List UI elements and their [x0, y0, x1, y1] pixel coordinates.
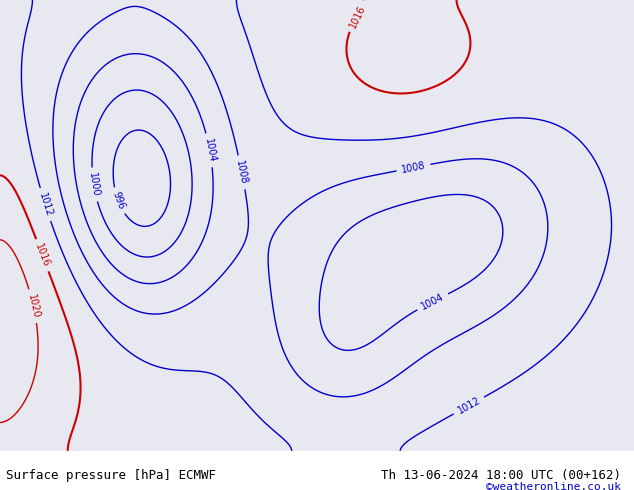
Text: Surface pressure [hPa] ECMWF: Surface pressure [hPa] ECMWF: [6, 469, 216, 482]
Text: 1016: 1016: [34, 242, 51, 269]
Text: 1000: 1000: [87, 172, 101, 197]
Text: 1004: 1004: [203, 137, 217, 163]
Text: 1008: 1008: [235, 159, 249, 185]
Text: 1012: 1012: [37, 191, 54, 218]
Text: 1008: 1008: [401, 160, 427, 175]
Text: 1020: 1020: [25, 293, 41, 319]
Text: ©weatheronline.co.uk: ©weatheronline.co.uk: [486, 482, 621, 490]
Text: 1004: 1004: [419, 292, 446, 312]
Text: 1012: 1012: [456, 395, 482, 416]
Text: Th 13-06-2024 18:00 UTC (00+162): Th 13-06-2024 18:00 UTC (00+162): [381, 469, 621, 482]
Text: 996: 996: [110, 191, 126, 211]
Text: 1016: 1016: [347, 3, 367, 29]
